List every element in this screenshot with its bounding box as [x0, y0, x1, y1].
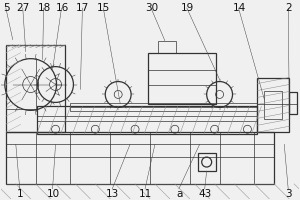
Text: 15: 15	[97, 3, 110, 13]
Text: 14: 14	[233, 3, 246, 13]
Text: 5: 5	[3, 3, 10, 13]
Bar	[6, 132, 274, 184]
Bar	[158, 41, 176, 53]
Bar	[257, 78, 289, 132]
Text: 19: 19	[181, 3, 194, 13]
Bar	[70, 103, 257, 111]
Text: 30: 30	[145, 3, 158, 13]
Bar	[37, 106, 257, 134]
Bar	[6, 45, 65, 132]
Text: 17: 17	[76, 3, 89, 13]
Text: 13: 13	[106, 189, 119, 199]
Bar	[289, 92, 297, 114]
Bar	[198, 153, 216, 171]
Text: 1: 1	[17, 189, 24, 199]
Bar	[148, 53, 216, 104]
Bar	[264, 91, 282, 119]
Text: 16: 16	[56, 3, 69, 13]
Text: 3: 3	[285, 189, 292, 199]
Text: 27: 27	[16, 3, 30, 13]
Text: 11: 11	[139, 189, 152, 199]
Text: 18: 18	[38, 3, 51, 13]
Text: 10: 10	[46, 189, 60, 199]
Text: 2: 2	[285, 3, 292, 13]
Text: a: a	[177, 189, 183, 199]
Text: 43: 43	[199, 189, 212, 199]
